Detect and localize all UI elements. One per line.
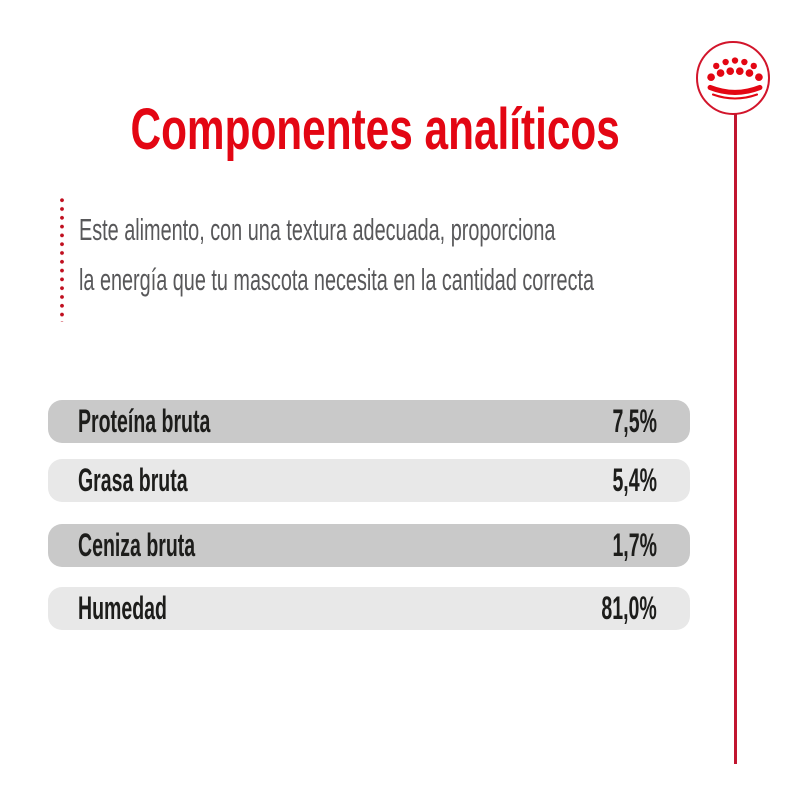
row-label: Proteína bruta: [78, 403, 211, 439]
intro-line: Este alimento, con una textura adecuada,…: [79, 212, 556, 247]
table-row: Ceniza bruta 1,7%: [48, 524, 690, 567]
dotted-accent-line: [60, 198, 64, 322]
row-value: 7,5%: [612, 403, 657, 439]
table-row: Humedad 81,0%: [48, 587, 690, 630]
row-value: 1,7%: [612, 527, 657, 563]
row-label: Grasa bruta: [78, 462, 188, 498]
vertical-rule: [734, 114, 737, 764]
row-value: 5,4%: [612, 462, 657, 498]
table-row: Grasa bruta 5,4%: [48, 459, 690, 502]
row-label: Humedad: [78, 590, 167, 626]
crown-icon: [707, 57, 763, 100]
brand-logo: [696, 41, 770, 115]
row-value: 81,0%: [601, 590, 657, 626]
page-title-text: Componentes analíticos: [130, 96, 620, 162]
page-title: Componentes analíticos: [0, 96, 750, 162]
intro-text: Este alimento, con una textura adecuada,…: [79, 205, 800, 305]
table-row: Proteína bruta 7,5%: [48, 400, 690, 443]
intro-line: la energía que tu mascota necesita en la…: [79, 262, 595, 297]
analytics-table: Proteína bruta 7,5% Grasa bruta 5,4% Cen…: [48, 400, 690, 630]
row-label: Ceniza bruta: [78, 527, 196, 563]
